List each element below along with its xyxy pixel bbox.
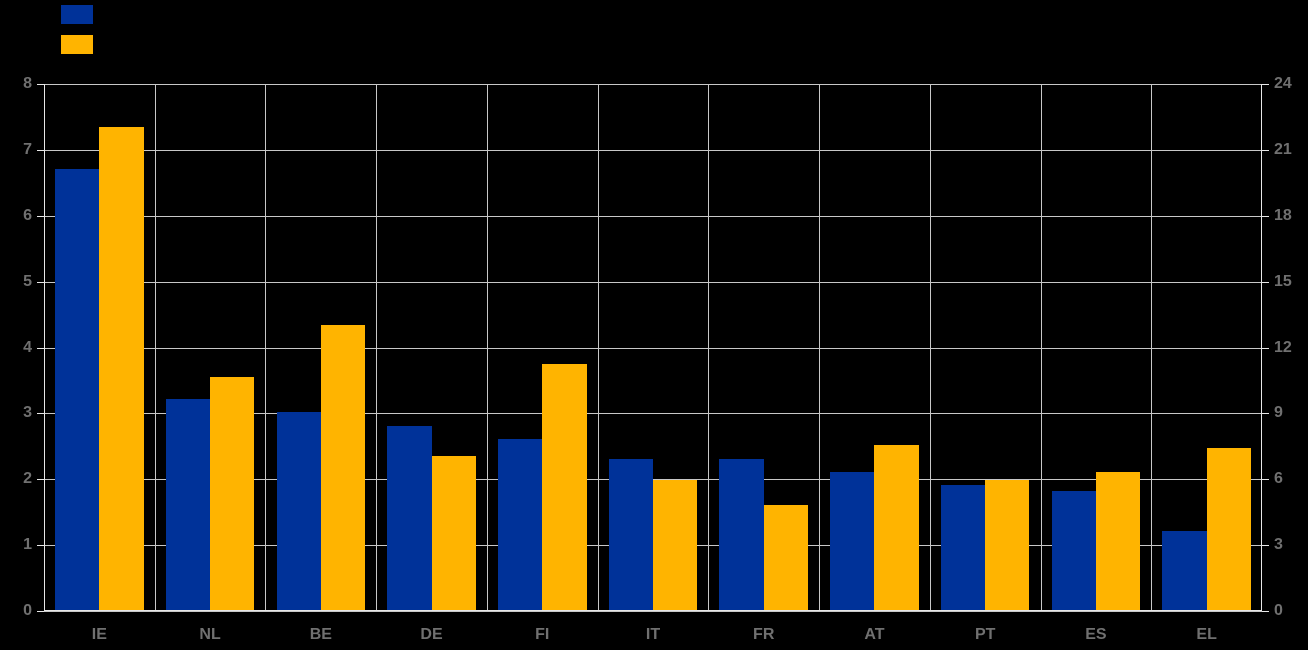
left-axis-tick-label: 8 <box>23 75 32 92</box>
left-axis-tick-label: 1 <box>23 536 32 554</box>
legend-swatch-blue <box>61 5 93 24</box>
gridline-vertical <box>1040 84 1042 611</box>
gridline-horizontal <box>44 281 1262 283</box>
bar-yellow-series-AT <box>874 445 919 610</box>
left-axis-tick-label: 2 <box>23 470 32 488</box>
gridline-vertical <box>265 84 267 611</box>
gridline-vertical <box>376 84 378 611</box>
gridline-vertical <box>597 84 599 611</box>
x-axis-category-label-FI: FI <box>535 626 550 643</box>
bar-blue-series-NL <box>165 399 211 610</box>
bar-yellow-series-FR <box>763 504 808 610</box>
gridline-horizontal <box>44 84 1262 85</box>
gridline-horizontal <box>44 479 1262 481</box>
bar-blue-series-BE <box>276 412 321 610</box>
gridline-horizontal <box>44 347 1262 349</box>
bar-blue-series-AT <box>830 471 875 610</box>
left-axis-tick-label: 7 <box>23 140 32 158</box>
x-axis-category-label-FR: FR <box>753 626 775 643</box>
left-axis-tick-mark <box>37 611 44 612</box>
gridline-horizontal <box>44 413 1262 415</box>
x-axis-category-label-ES: ES <box>1085 626 1107 643</box>
axis-line <box>1261 84 1262 611</box>
axis-line <box>44 84 45 611</box>
right-axis-tick-mark <box>1262 347 1269 349</box>
x-axis-category-label-AT: AT <box>864 626 885 643</box>
right-axis-tick-label: 3 <box>1274 536 1283 554</box>
gridline-vertical <box>1151 84 1153 611</box>
bar-blue-series-FR <box>719 458 764 610</box>
left-axis-tick-label: 0 <box>23 602 32 619</box>
left-axis-tick-mark <box>37 413 44 415</box>
axis-line <box>44 610 1262 611</box>
bar-blue-series-IT <box>608 458 653 610</box>
bar-yellow-series-ES <box>1095 471 1141 610</box>
gridline-horizontal <box>44 611 1262 612</box>
right-axis-tick-mark <box>1262 281 1269 283</box>
gridline-vertical <box>708 84 710 611</box>
right-axis-tick-label: 9 <box>1274 404 1283 422</box>
left-axis-tick-label: 5 <box>23 272 32 290</box>
bar-blue-series-PT <box>940 484 986 610</box>
right-axis-tick-mark <box>1262 545 1269 547</box>
bar-yellow-series-FI <box>542 364 587 610</box>
bar-yellow-series-IE <box>99 126 144 610</box>
gridline-vertical <box>929 84 931 611</box>
right-axis-tick-mark <box>1262 611 1269 612</box>
right-axis-tick-label: 21 <box>1274 140 1292 158</box>
x-axis-category-label-EL: EL <box>1196 626 1217 643</box>
x-axis-category-label-IT: IT <box>645 626 661 643</box>
bar-blue-series-IE <box>55 168 100 610</box>
left-axis-tick-mark <box>37 84 44 85</box>
right-axis-tick-mark <box>1262 84 1269 85</box>
gridline-horizontal <box>44 149 1262 151</box>
right-axis-tick-label: 24 <box>1274 75 1292 92</box>
left-axis-tick-mark <box>37 479 44 481</box>
x-axis-category-label-PT: PT <box>974 626 996 643</box>
x-axis-category-label-DE: DE <box>420 626 443 643</box>
right-axis-tick-mark <box>1262 413 1269 415</box>
gridline-vertical <box>154 84 156 611</box>
left-axis-tick-mark <box>37 149 44 151</box>
right-axis-tick-label: 6 <box>1274 470 1283 488</box>
gridline-vertical <box>486 84 488 611</box>
plot-area <box>44 84 1262 612</box>
x-axis-category-label-NL: NL <box>199 626 221 643</box>
bar-yellow-series-DE <box>431 456 476 610</box>
bar-yellow-series-IT <box>653 480 698 610</box>
right-axis-tick-label: 12 <box>1274 338 1292 356</box>
right-axis-tick-mark <box>1262 215 1269 217</box>
bar-yellow-series-NL <box>210 377 255 610</box>
right-axis-tick-label: 15 <box>1274 272 1292 290</box>
left-axis-tick-mark <box>37 281 44 283</box>
right-axis-tick-label: 18 <box>1274 206 1292 224</box>
bar-yellow-series-EL <box>1206 447 1251 610</box>
bar-blue-series-FI <box>497 438 543 610</box>
bar-yellow-series-BE <box>320 324 366 610</box>
legend-swatch-yellow <box>61 35 93 54</box>
bar-blue-series-EL <box>1162 530 1207 610</box>
left-axis-tick-mark <box>37 545 44 547</box>
left-axis-tick-label: 6 <box>23 206 32 224</box>
bar-blue-series-ES <box>1051 491 1096 610</box>
gridline-horizontal <box>44 215 1262 217</box>
right-axis-tick-mark <box>1262 149 1269 151</box>
bar-blue-series-DE <box>387 425 432 610</box>
x-axis-category-label-BE: BE <box>309 626 332 643</box>
left-axis-tick-mark <box>37 347 44 349</box>
gridline-vertical <box>819 84 821 611</box>
left-axis-tick-label: 4 <box>23 338 32 356</box>
right-axis-tick-label: 0 <box>1274 602 1283 619</box>
bar-yellow-series-PT <box>985 480 1030 610</box>
left-axis-tick-mark <box>37 215 44 217</box>
left-axis-tick-label: 3 <box>23 404 32 422</box>
x-axis-category-label-IE: IE <box>91 626 107 643</box>
right-axis-tick-mark <box>1262 479 1269 481</box>
